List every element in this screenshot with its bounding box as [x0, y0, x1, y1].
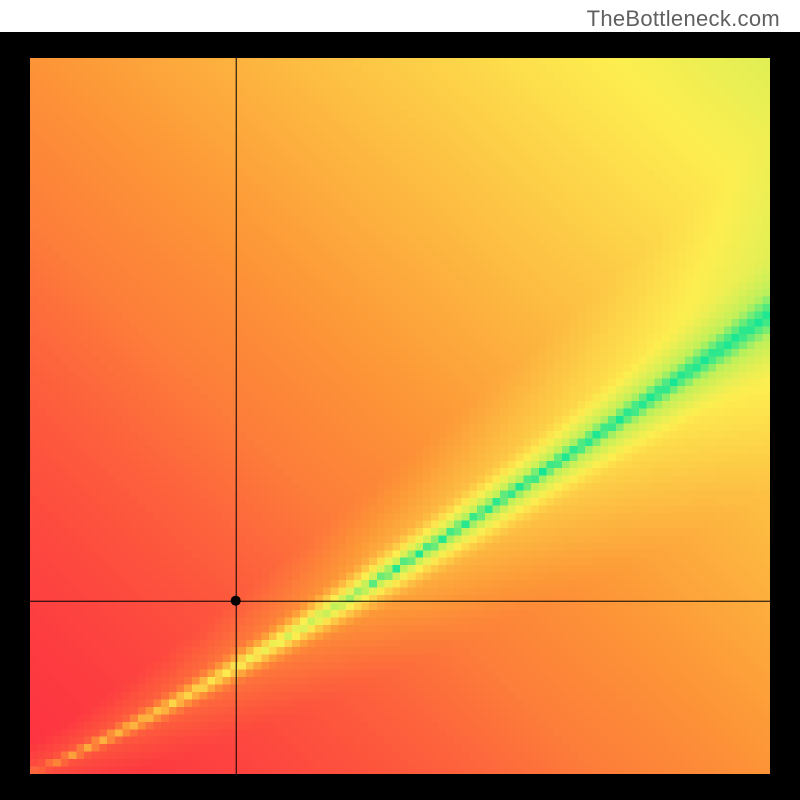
watermark-text: TheBottleneck.com	[587, 6, 780, 32]
chart-frame	[0, 32, 800, 800]
chart-container: TheBottleneck.com	[0, 0, 800, 800]
crosshair-overlay	[30, 58, 770, 774]
